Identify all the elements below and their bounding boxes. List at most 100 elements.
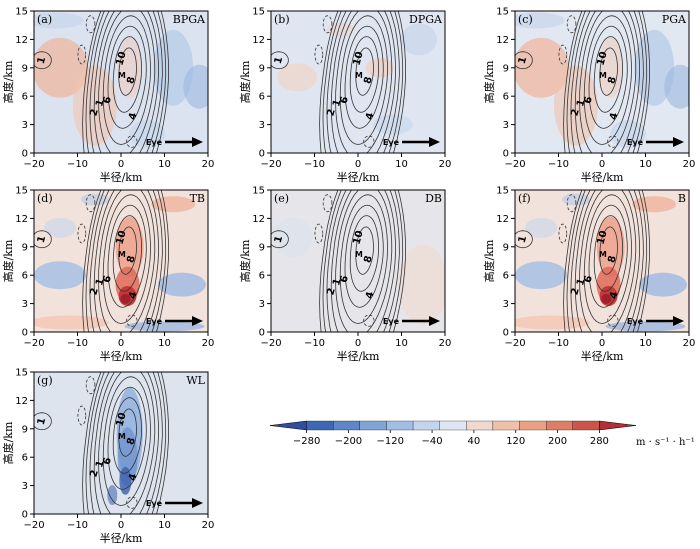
x-tick-label: −10 — [67, 159, 88, 170]
field-positive — [120, 293, 131, 304]
x-tick-label: 0 — [355, 338, 361, 349]
x-tick-label: 10 — [158, 338, 171, 349]
y-tick-label: 12 — [15, 214, 28, 225]
contour-line — [349, 36, 380, 113]
contour-line — [593, 36, 624, 113]
y-tick-label: 12 — [252, 214, 265, 225]
max-marker: M — [355, 71, 363, 80]
y-tick-label: 12 — [15, 396, 28, 407]
field-positive — [515, 315, 590, 330]
contour-dashed — [85, 194, 96, 213]
contour-line — [271, 230, 289, 249]
field-negative — [119, 466, 132, 495]
field-negative — [605, 321, 686, 332]
y-tick-label: 9 — [503, 242, 509, 253]
y-axis-title: 高度/km — [482, 239, 496, 282]
colorbar-segment — [546, 420, 573, 431]
contour-label: 8 — [362, 76, 374, 86]
field-negative — [525, 217, 558, 238]
field-negative — [183, 64, 208, 109]
field-negative — [664, 64, 689, 109]
contour-label: 1 — [94, 277, 106, 287]
contour-line — [566, 190, 648, 332]
contour-label: 8 — [362, 255, 374, 265]
contour-line — [599, 47, 618, 96]
y-tick-label: 12 — [252, 35, 265, 46]
y-tick-label: 6 — [22, 453, 28, 464]
field-positive — [515, 37, 570, 98]
contour-label: 10 — [115, 50, 129, 66]
contour-label: 1 — [36, 56, 48, 66]
contour-label: 4 — [127, 112, 139, 122]
contour-label: 1 — [575, 98, 587, 108]
contour-line — [271, 51, 289, 70]
colorbar-tick-label: −120 — [377, 436, 404, 447]
y-tick-label: 0 — [22, 328, 28, 339]
panel-name: TB — [190, 192, 205, 205]
contour-line — [98, 190, 156, 332]
x-tick-label: −20 — [504, 338, 525, 349]
contour-label: 1 — [331, 277, 343, 287]
contour-label: 4 — [127, 473, 139, 483]
eye-arrow: Eye — [146, 316, 203, 326]
contour-line — [93, 11, 160, 153]
contour-line — [85, 11, 167, 153]
contour-line — [93, 372, 160, 514]
y-tick-label: 12 — [15, 35, 28, 46]
y-tick-label: 9 — [22, 63, 28, 74]
y-tick-label: 6 — [503, 271, 509, 282]
field-negative — [157, 272, 206, 297]
max-marker: M — [118, 250, 126, 259]
x-axis-title: 半径/km — [581, 349, 624, 363]
contour-label: 10 — [115, 411, 129, 427]
contour-line — [349, 215, 380, 292]
contour-label: 6 — [101, 456, 113, 466]
field-positive — [34, 37, 89, 98]
x-axis-title: 半径/km — [100, 170, 143, 184]
contour-label: 2 — [325, 108, 337, 118]
contour-line — [82, 372, 170, 514]
x-tick-label: −10 — [67, 520, 88, 531]
y-tick-label: 3 — [503, 299, 509, 310]
x-tick-label: 0 — [118, 159, 124, 170]
eye-label: Eye — [383, 138, 400, 147]
field-negative — [124, 321, 205, 332]
colorbar-segment — [439, 420, 467, 431]
y-tick-label: 3 — [22, 299, 28, 310]
contour-label: 6 — [101, 274, 113, 284]
field-negative — [515, 261, 568, 290]
contour-label: 10 — [596, 229, 610, 245]
y-tick-label: 3 — [22, 120, 28, 131]
y-tick-label: 0 — [22, 510, 28, 521]
contour-dashed — [607, 314, 619, 327]
contour-label: 2 — [88, 287, 100, 297]
contour-line — [599, 226, 618, 275]
field-negative — [153, 29, 194, 106]
field-negative — [400, 23, 437, 56]
colorbar-tick-label: 200 — [548, 436, 567, 447]
colorbar-tick-label: −280 — [293, 436, 320, 447]
y-tick-label: 0 — [22, 149, 28, 160]
y-tick-label: 12 — [496, 35, 509, 46]
x-tick-label: −20 — [260, 338, 281, 349]
field-negative — [44, 217, 77, 238]
contour-label: 4 — [608, 291, 620, 301]
contour-line — [335, 190, 393, 332]
contour-line — [515, 51, 533, 70]
x-tick-label: 10 — [639, 159, 652, 170]
panel-letter: (b) — [274, 13, 290, 26]
contour-line — [34, 412, 52, 431]
colorbar-tick-label: 120 — [506, 436, 525, 447]
y-tick-label: 0 — [259, 328, 265, 339]
max-marker: M — [599, 71, 607, 80]
contour-label: 8 — [606, 76, 618, 86]
y-axis-title: 高度/km — [482, 60, 496, 103]
colorbar-segment — [492, 420, 520, 431]
contour-dashed — [363, 135, 375, 148]
contour-line — [574, 190, 641, 332]
eye-arrow: Eye — [383, 316, 440, 326]
field-positive — [596, 216, 625, 277]
